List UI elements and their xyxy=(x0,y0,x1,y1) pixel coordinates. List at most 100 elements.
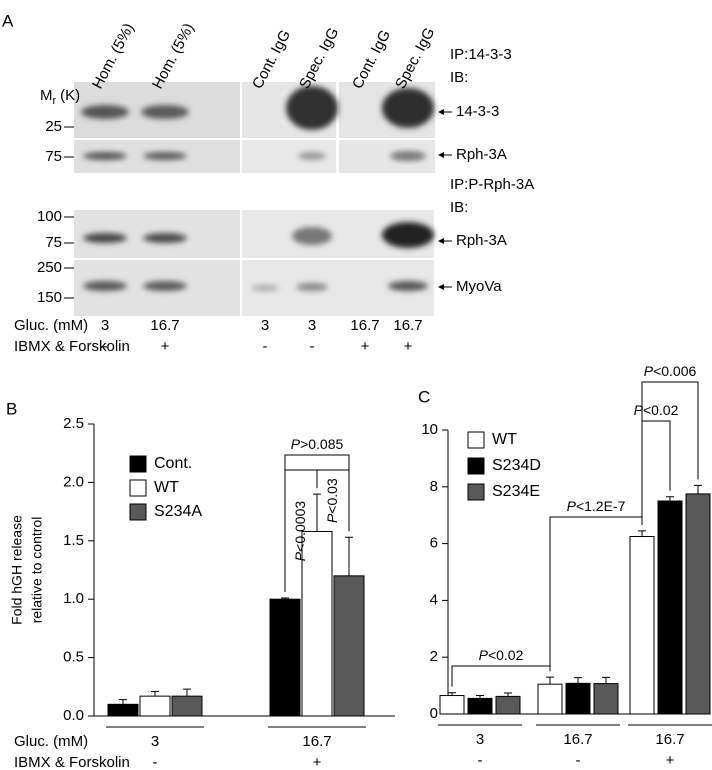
y-axis-label: Fold hGH release xyxy=(9,515,25,625)
condition-value: - xyxy=(103,338,108,355)
error-bar xyxy=(119,699,127,705)
y-axis-label: relative to control xyxy=(29,517,45,624)
condition-label: Gluc. (mM) xyxy=(14,317,88,334)
y-tick-label: 1.0 xyxy=(63,590,84,607)
p-value: P<0.02 xyxy=(634,402,679,418)
condition-label: + xyxy=(666,752,675,769)
y-tick-label: 10 xyxy=(421,421,438,438)
error-bar xyxy=(281,597,289,600)
y-tick-label: 0.0 xyxy=(63,707,84,724)
legend-swatch xyxy=(129,503,147,521)
mw-marker: 150 xyxy=(37,289,62,306)
bar xyxy=(495,695,521,715)
p-value: P<0.03 xyxy=(324,478,340,523)
bar xyxy=(439,695,465,715)
x-tick-label: 3 xyxy=(151,733,159,750)
p-value: P<1.2E-7 xyxy=(567,498,626,514)
error-bar xyxy=(602,676,610,684)
y-tick-label: 6 xyxy=(430,535,438,552)
mw-marker: 100 xyxy=(37,208,62,225)
condition-label: - xyxy=(478,752,483,769)
p-text: <0.0003 xyxy=(292,501,308,552)
p-text: >0.085 xyxy=(300,436,343,452)
x-tick-label: 16.7 xyxy=(563,731,592,748)
significance-bracket xyxy=(316,469,350,532)
y-tick-label: 0.5 xyxy=(63,649,84,666)
error-bar xyxy=(151,690,159,697)
error-bar xyxy=(574,677,582,684)
x-tick-label: 16.7 xyxy=(302,733,331,750)
error-bar xyxy=(666,496,674,501)
condition-value: 3 xyxy=(308,317,316,334)
p-text: <0.03 xyxy=(324,478,340,514)
lane-label: Hom. (5%) xyxy=(89,20,138,91)
bar xyxy=(139,695,171,717)
arrow-head xyxy=(438,238,444,244)
error-bar xyxy=(476,695,484,699)
significance-bracket xyxy=(549,516,643,672)
condition-value: 3 xyxy=(261,317,269,334)
condition-label: + xyxy=(313,754,322,770)
bar xyxy=(171,695,203,717)
bar xyxy=(685,493,711,715)
condition-value: - xyxy=(263,338,268,355)
condition-value: + xyxy=(404,338,413,355)
legend-swatch xyxy=(129,455,147,473)
y-tick-label: 2 xyxy=(430,648,438,665)
p-value: P<0.0003 xyxy=(292,501,308,562)
mw-marker: 75 xyxy=(45,234,62,251)
ib-label: IB: xyxy=(450,199,468,216)
legend-label: S234E xyxy=(492,483,540,500)
bar xyxy=(467,697,493,715)
bar xyxy=(593,683,619,715)
error-bar xyxy=(638,530,646,537)
condition-value: 16.7 xyxy=(393,317,422,334)
error-bar xyxy=(694,484,702,494)
ip-label: IP:14-3-3 xyxy=(450,46,512,63)
mw-marker: 25 xyxy=(45,118,62,135)
arrow-head xyxy=(438,109,444,115)
bar xyxy=(657,500,683,715)
y-tick-label: 0 xyxy=(430,705,438,722)
legend-swatch xyxy=(467,431,485,449)
p-symbol: P xyxy=(567,498,577,514)
row-label: IBMX & Forskolin xyxy=(14,754,130,770)
legend-swatch xyxy=(467,457,485,475)
p-symbol: P xyxy=(291,436,301,452)
mw-marker: 75 xyxy=(45,148,62,165)
panel-label: B xyxy=(6,399,17,418)
bar xyxy=(301,530,333,717)
error-bar xyxy=(504,692,512,697)
p-value: P>0.085 xyxy=(291,436,344,452)
x-tick-label: 16.7 xyxy=(655,731,684,748)
error-bar xyxy=(345,536,353,576)
p-value: P<0.006 xyxy=(644,363,697,379)
legend-label: WT xyxy=(492,431,517,448)
condition-label: - xyxy=(153,754,158,770)
p-symbol: P xyxy=(324,513,340,523)
condition-value: + xyxy=(161,338,170,355)
band-label: Rph-3A xyxy=(456,232,507,249)
mr-symbol: M xyxy=(40,87,53,104)
condition-value: 16.7 xyxy=(150,317,179,334)
p-text: <0.02 xyxy=(643,402,679,418)
error-bar xyxy=(183,688,191,697)
error-bar xyxy=(313,493,321,532)
ip-label: IP:P-Rph-3A xyxy=(450,176,534,193)
p-value: P<0.02 xyxy=(479,647,524,663)
condition-label: IBMX & Forskolin xyxy=(14,338,130,355)
condition-value: - xyxy=(310,338,315,355)
bar xyxy=(333,575,365,717)
ib-label: IB: xyxy=(450,69,468,86)
significance-bracket xyxy=(451,665,551,687)
condition-value: 16.7 xyxy=(350,317,379,334)
bar xyxy=(537,683,563,715)
p-symbol: P xyxy=(634,402,644,418)
bar xyxy=(629,536,655,715)
y-tick-label: 2.5 xyxy=(63,415,84,432)
y-tick-label: 4 xyxy=(430,591,438,608)
mr-unit: (K) xyxy=(60,87,80,104)
p-text: <0.006 xyxy=(653,363,696,379)
lane-label: Spec. IgG xyxy=(296,25,342,92)
